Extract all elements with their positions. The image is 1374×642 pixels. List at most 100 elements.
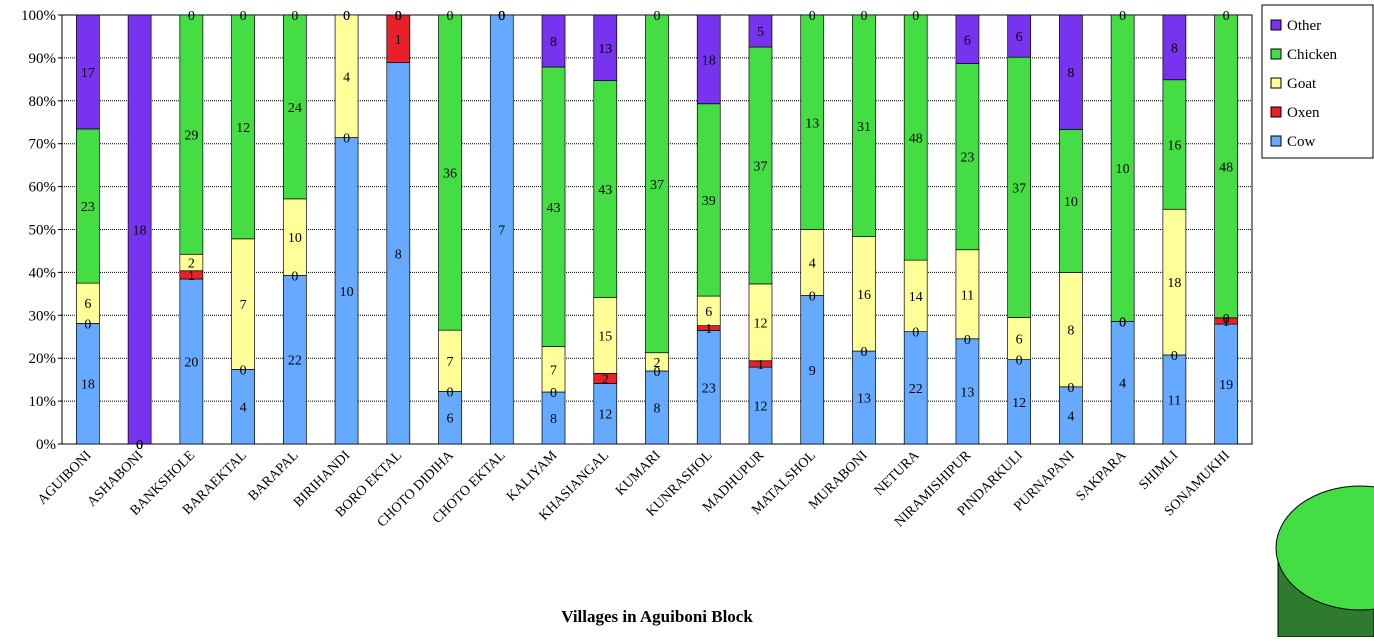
y-tick-label: 20%: [29, 351, 57, 367]
bar-segment: [334, 14, 359, 138]
data-label: 0: [395, 9, 402, 24]
bar-segment: [903, 14, 928, 261]
data-label: 39: [702, 194, 716, 209]
y-tick-label: 50%: [29, 223, 57, 239]
data-label: 10: [1064, 195, 1078, 210]
data-label: 0: [136, 438, 143, 453]
data-label: 16: [1167, 139, 1181, 154]
data-label: 0: [291, 269, 298, 284]
data-label: 0: [136, 438, 143, 453]
bar-segment: [748, 14, 773, 48]
data-label: 4: [1067, 409, 1074, 424]
data-label: 7: [240, 298, 247, 313]
bar-segment: [76, 14, 100, 130]
y-tick-label: 90%: [29, 51, 57, 67]
data-label: 0: [1223, 312, 1230, 327]
data-label: 0: [1171, 349, 1178, 364]
data-label: 8: [550, 412, 557, 427]
bar-segment: [489, 14, 514, 445]
data-label: 17: [81, 66, 95, 81]
data-label: 0: [84, 317, 91, 332]
bar-segment: [955, 14, 980, 64]
data-label: 8: [395, 247, 402, 262]
bar-segment: [127, 14, 152, 445]
data-label: 1: [705, 322, 712, 337]
data-label: 2: [188, 257, 195, 272]
data-label: 36: [443, 167, 457, 182]
data-label: 4: [1119, 377, 1126, 392]
data-label: 37: [753, 159, 767, 174]
bar-segment: [1214, 14, 1238, 319]
data-label: 11: [1168, 393, 1181, 408]
data-label: 0: [860, 345, 867, 360]
data-label: 10: [288, 231, 302, 246]
data-label: 0: [240, 9, 247, 24]
data-label: 0: [343, 9, 350, 24]
data-label: 0: [550, 386, 557, 401]
legend-swatch: [1270, 48, 1282, 60]
data-label: 8: [1067, 324, 1074, 339]
data-label: 1: [1223, 315, 1230, 330]
data-label: 0: [1016, 354, 1023, 369]
data-label: 18: [133, 224, 147, 239]
y-tick-label: 100%: [21, 8, 56, 24]
legend-swatch: [1270, 106, 1282, 118]
legend-swatch: [1270, 19, 1282, 31]
data-label: 0: [1119, 315, 1126, 330]
data-label: 13: [598, 42, 612, 57]
bar-segment: [696, 14, 721, 105]
data-label: 6: [447, 412, 454, 427]
legend-label: Oxen: [1287, 105, 1320, 121]
data-label: 43: [598, 183, 612, 198]
data-label: 12: [753, 316, 767, 331]
data-label: 37: [650, 178, 664, 193]
data-label: 37: [1012, 181, 1026, 196]
bar-segment: [179, 14, 204, 255]
legend-label: Cow: [1287, 134, 1316, 150]
data-label: 0: [395, 9, 402, 24]
data-label: 10: [340, 285, 354, 300]
data-label: 0: [498, 9, 505, 24]
data-label: 20: [184, 356, 198, 371]
data-label: 15: [598, 329, 612, 344]
data-label: 0: [498, 9, 505, 24]
data-label: 22: [288, 354, 302, 369]
data-label: 6: [1016, 333, 1023, 348]
data-label: 0: [809, 9, 816, 24]
data-label: 0: [860, 9, 867, 24]
bar-segment: [645, 14, 669, 354]
data-label: 1: [395, 33, 402, 48]
legend-swatch: [1270, 77, 1282, 89]
y-tick-label: 0%: [36, 437, 56, 453]
legend-label: Goat: [1287, 76, 1317, 92]
bar-segment: [852, 14, 876, 237]
data-label: 48: [909, 132, 923, 147]
data-label: 23: [960, 151, 974, 166]
data-label: 0: [1119, 315, 1126, 330]
data-label: 18: [702, 53, 716, 68]
data-label: 0: [912, 326, 919, 341]
data-label: 12: [236, 121, 250, 136]
data-label: 14: [909, 290, 923, 305]
bar-segment: [282, 14, 307, 200]
data-label: 12: [598, 408, 612, 423]
data-label: 0: [809, 290, 816, 305]
bar-segment: [1007, 14, 1032, 58]
data-label: 13: [960, 385, 974, 400]
data-label: 0: [240, 363, 247, 378]
x-tick-label: SHIMLI: [1137, 448, 1182, 493]
bar-segment: [386, 14, 411, 64]
bar-segment: [593, 14, 618, 81]
data-label: 0: [1067, 381, 1074, 396]
x-tick-label: SAKPARA: [1074, 448, 1131, 505]
data-label: 0: [188, 9, 195, 24]
data-label: 0: [136, 438, 143, 453]
data-label: 1: [757, 358, 764, 373]
data-label: 6: [705, 305, 712, 320]
data-label: 23: [81, 200, 95, 215]
data-label: 12: [753, 400, 767, 415]
data-label: 0: [395, 9, 402, 24]
y-tick-label: 40%: [29, 265, 57, 281]
data-label: 0: [1223, 9, 1230, 24]
data-label: 31: [857, 120, 871, 135]
